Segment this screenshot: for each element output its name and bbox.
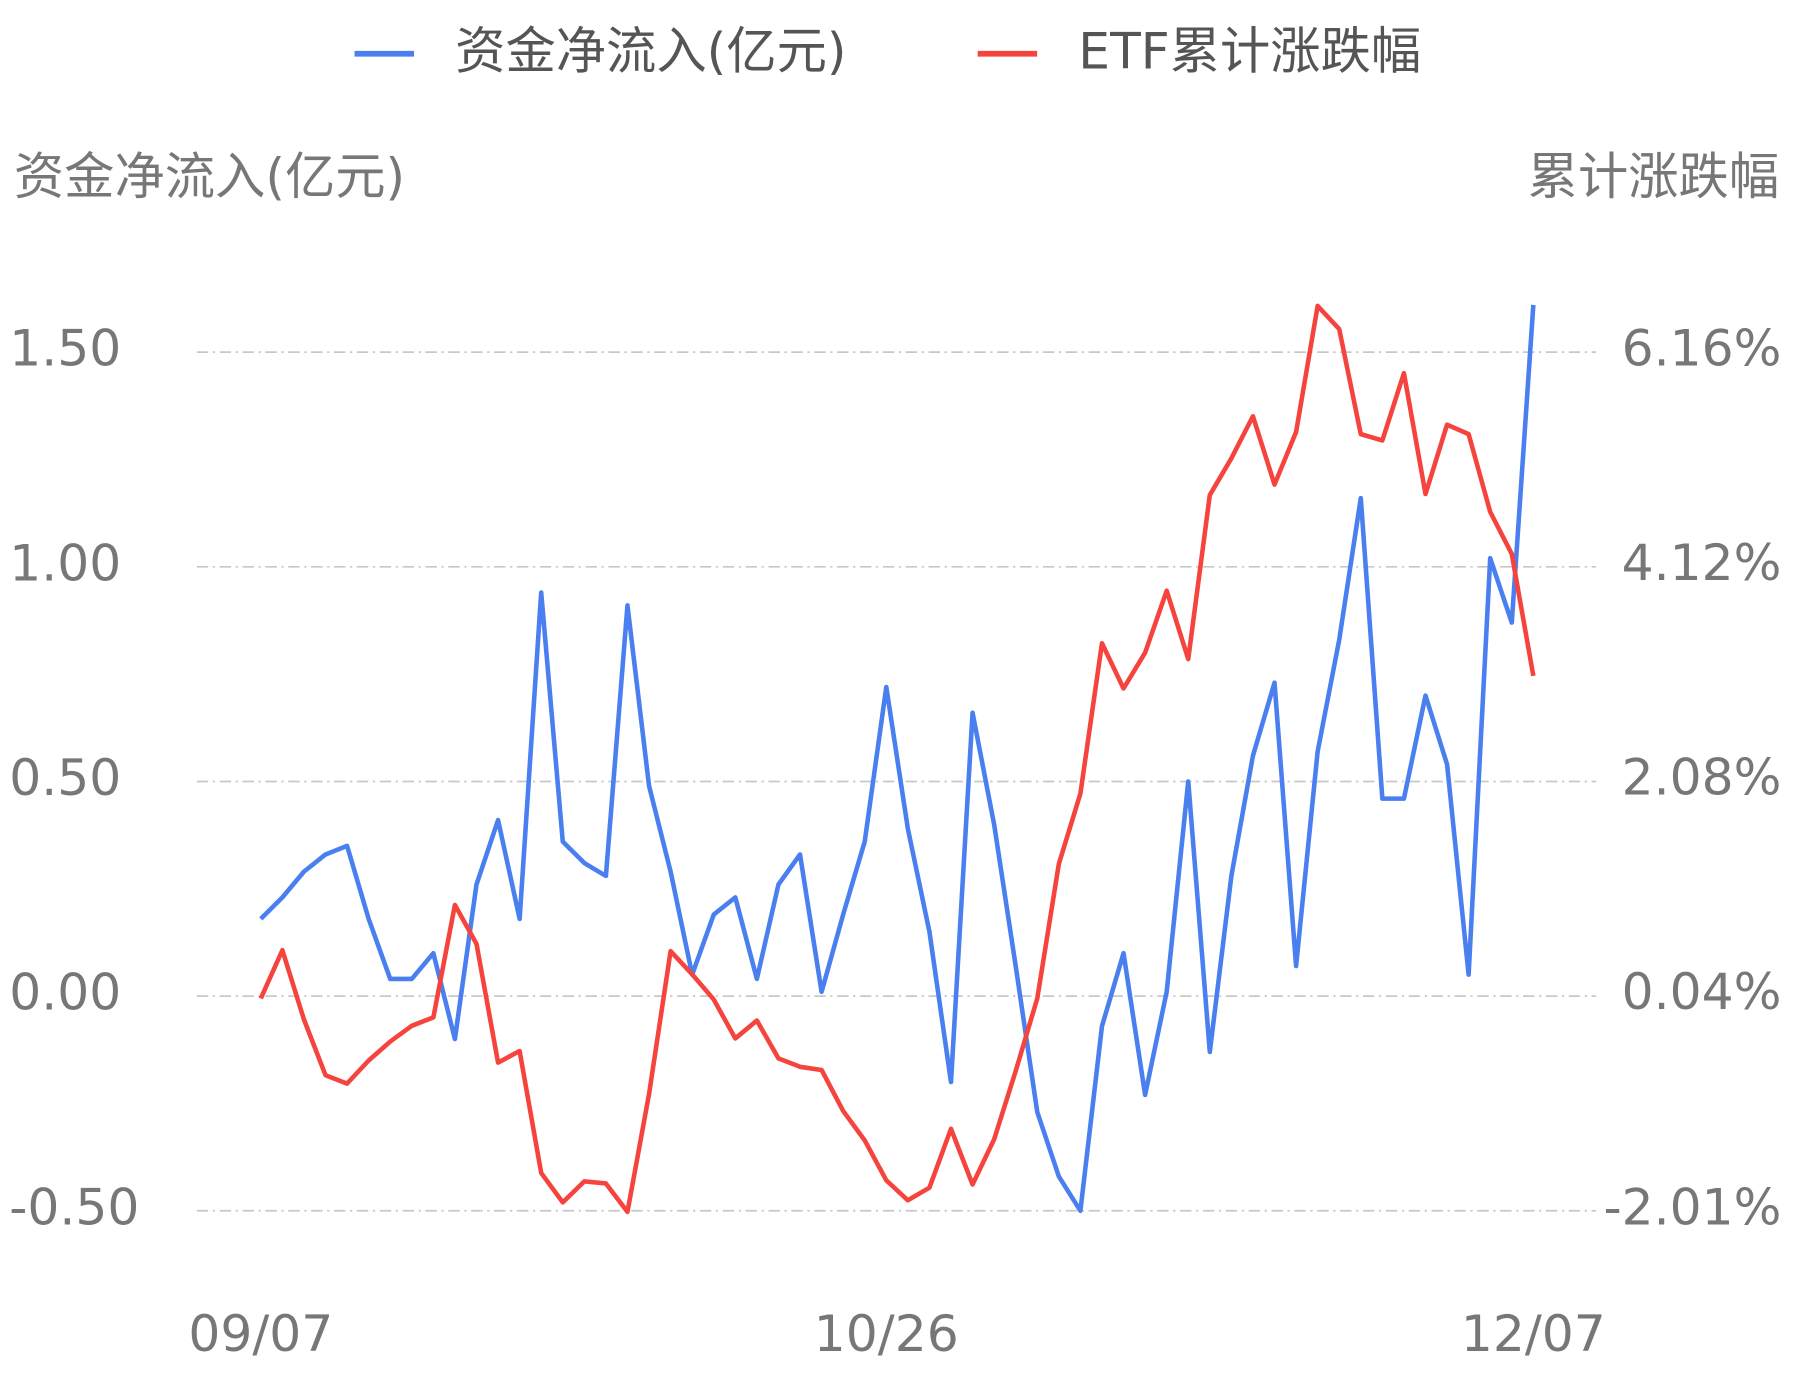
y-axis-label: 资金净流入(亿元) <box>14 147 405 206</box>
y2-tick-label: 0.04% <box>1622 962 1782 1021</box>
x-tick-label: 12/07 <box>1461 1304 1606 1363</box>
y-tick-label: 1.50 <box>9 319 121 378</box>
x-tick-label: 09/07 <box>188 1304 333 1363</box>
line-series <box>259 304 1536 1214</box>
x-tick-label: 10/26 <box>814 1304 959 1363</box>
y-tick-label: 0.50 <box>9 748 121 807</box>
line-series <box>258 303 1536 1215</box>
y2-tick-label: 4.12% <box>1622 533 1782 592</box>
y2-tick-label: 2.08% <box>1622 747 1782 806</box>
legend-label: ETF累计涨跌幅 <box>1078 21 1421 80</box>
y2-tick-label: 6.16% <box>1622 319 1782 378</box>
y-tick-label: -0.50 <box>9 1177 139 1236</box>
y-tick-label: 0.00 <box>9 963 121 1022</box>
y-tick-label: 1.00 <box>9 533 121 592</box>
y2-tick-label: -2.01% <box>1604 1177 1782 1236</box>
legend-label: 资金净流入(亿元) <box>455 21 846 80</box>
y2-axis-label: 累计涨跌幅 <box>1528 147 1779 206</box>
